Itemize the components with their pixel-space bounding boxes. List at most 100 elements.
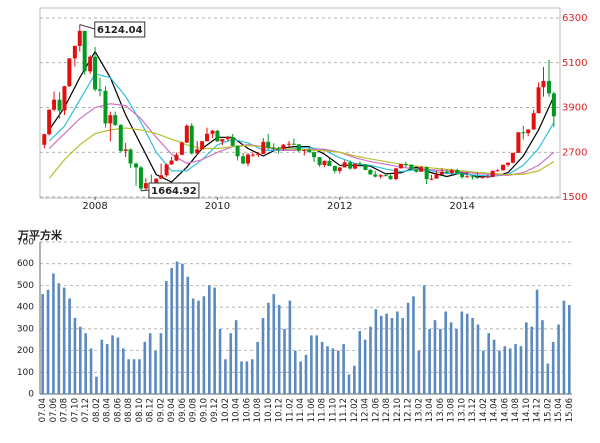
candle-body bbox=[449, 170, 454, 174]
candle-body bbox=[138, 167, 143, 189]
candle-body bbox=[241, 156, 246, 164]
x-tick-label: 13.06 bbox=[436, 398, 446, 422]
bar bbox=[369, 326, 372, 394]
bar bbox=[342, 344, 345, 394]
x-tick-label: 13.02 bbox=[414, 398, 424, 422]
candle-body bbox=[403, 163, 408, 165]
x-tick-label: 13.10 bbox=[457, 398, 467, 422]
bar bbox=[449, 322, 453, 394]
x-tick-label: 15.02 bbox=[543, 398, 553, 422]
y-tick-label: 6300 bbox=[562, 13, 587, 24]
x-tick-label: 2014 bbox=[449, 201, 474, 212]
bar bbox=[250, 359, 254, 394]
bar bbox=[304, 354, 308, 394]
x-tick-label: 14.08 bbox=[511, 398, 521, 422]
bar bbox=[84, 333, 87, 394]
candle-body bbox=[419, 167, 424, 172]
candle-body bbox=[164, 164, 169, 176]
candle-body bbox=[220, 139, 225, 142]
bar bbox=[267, 302, 270, 394]
moving-average-line bbox=[48, 50, 555, 183]
candle-body bbox=[373, 174, 378, 177]
candle-body bbox=[281, 144, 286, 149]
bar bbox=[41, 294, 44, 394]
annotation-connector bbox=[79, 24, 95, 30]
bar bbox=[73, 318, 77, 394]
annotation-box bbox=[94, 21, 146, 38]
bar bbox=[417, 350, 421, 394]
x-tick-label: 09.02 bbox=[156, 398, 166, 422]
candle-body bbox=[250, 154, 255, 156]
bar bbox=[557, 324, 560, 394]
bar bbox=[320, 341, 324, 394]
candle-body bbox=[97, 89, 102, 91]
bar bbox=[277, 304, 281, 394]
bar bbox=[154, 350, 157, 394]
candle-body bbox=[434, 174, 439, 179]
x-tick-label: 09.10 bbox=[199, 398, 209, 422]
bar bbox=[234, 320, 238, 394]
bar bbox=[363, 339, 367, 394]
x-tick-label: 08.12 bbox=[146, 398, 156, 422]
x-tick-label: 13.12 bbox=[468, 398, 478, 422]
annotation-box bbox=[148, 182, 200, 199]
candle-body bbox=[332, 165, 337, 171]
candle-body bbox=[378, 175, 383, 177]
candle-body bbox=[113, 115, 118, 125]
candle-body bbox=[47, 109, 52, 135]
bar bbox=[535, 289, 539, 394]
x-tick-label: 14.06 bbox=[500, 398, 510, 422]
x-tick-label: 07.06 bbox=[49, 398, 59, 422]
bar bbox=[347, 374, 351, 394]
candle-body bbox=[200, 141, 205, 150]
bar bbox=[121, 348, 125, 394]
bar bbox=[492, 339, 496, 394]
bar bbox=[138, 359, 141, 394]
candle-body bbox=[327, 160, 332, 166]
y-tick-label: 3900 bbox=[562, 103, 587, 114]
bar bbox=[385, 313, 388, 394]
bar bbox=[62, 287, 66, 394]
bar bbox=[89, 348, 93, 394]
candle-body bbox=[465, 176, 470, 178]
x-tick-label: 08.06 bbox=[113, 398, 123, 422]
bar bbox=[299, 361, 302, 394]
candle-body bbox=[103, 90, 108, 124]
x-tick-label: 11.04 bbox=[296, 398, 306, 422]
bar bbox=[95, 376, 98, 394]
y-tick-label: 500 bbox=[17, 281, 34, 291]
x-tick-label: 07.04 bbox=[38, 398, 48, 422]
x-tick-label: 09.04 bbox=[167, 398, 177, 422]
candle-body bbox=[266, 141, 271, 148]
bar bbox=[503, 346, 507, 394]
x-tick-label: 08.10 bbox=[135, 398, 145, 422]
x-tick-label: 12.06 bbox=[371, 398, 381, 422]
bar bbox=[170, 268, 173, 394]
y-tick-label: 700 bbox=[17, 238, 34, 248]
bar bbox=[240, 361, 243, 394]
bar bbox=[406, 302, 410, 394]
y-tick-label: 1500 bbox=[562, 192, 587, 203]
x-tick-label: 13.08 bbox=[447, 398, 457, 422]
candle-body bbox=[353, 163, 358, 169]
candle-body bbox=[88, 56, 93, 72]
bar bbox=[100, 339, 104, 394]
top-frame bbox=[39, 7, 561, 199]
candle-body bbox=[444, 171, 449, 174]
candle-body bbox=[57, 99, 62, 111]
candle-body bbox=[546, 80, 551, 94]
x-tick-label: 14.10 bbox=[522, 398, 532, 422]
y-axis-label: 万平方米 bbox=[17, 228, 63, 242]
x-tick-label: 10.04 bbox=[232, 398, 242, 422]
x-tick-label: 09.08 bbox=[189, 398, 199, 422]
bar bbox=[562, 300, 566, 394]
x-tick-label: 15.06 bbox=[565, 398, 575, 422]
bar bbox=[207, 285, 211, 394]
candle-body bbox=[429, 178, 434, 180]
candle-body bbox=[526, 129, 531, 134]
x-tick-label: 07.10 bbox=[70, 398, 80, 422]
candle-body bbox=[154, 178, 159, 186]
x-tick-label: 10.08 bbox=[253, 398, 263, 422]
bar bbox=[213, 287, 216, 394]
